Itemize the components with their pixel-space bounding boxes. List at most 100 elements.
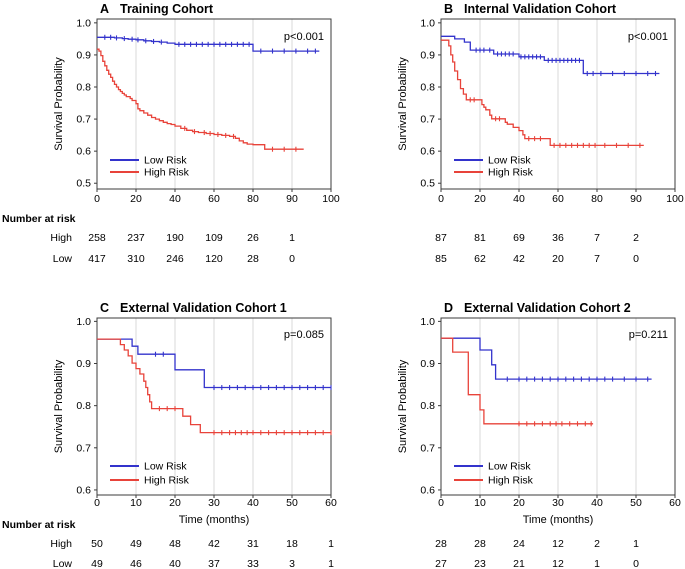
risk-count: 1 bbox=[594, 558, 600, 569]
km-curve-low-risk bbox=[97, 338, 331, 389]
risk-count: 27 bbox=[435, 558, 447, 569]
risk-count: 2 bbox=[594, 538, 600, 550]
x-tick-label: 20 bbox=[130, 193, 142, 205]
x-tick-label: 40 bbox=[591, 497, 603, 509]
km-curve-high-risk bbox=[441, 337, 594, 425]
legend-label-high_risk: High Risk bbox=[144, 167, 190, 179]
x-tick-label: 60 bbox=[208, 193, 220, 205]
risk-count: 18 bbox=[286, 538, 298, 550]
x-tick-label: 50 bbox=[630, 497, 642, 509]
number-at-risk-header: Number at risk bbox=[2, 213, 76, 225]
y-tick-label: 0.7 bbox=[420, 114, 435, 126]
risk-count: 49 bbox=[91, 558, 103, 569]
x-tick-label: 10 bbox=[474, 497, 486, 509]
risk-count: 3 bbox=[289, 558, 295, 569]
km-curve-high-risk bbox=[97, 338, 331, 434]
x-tick-label: 40 bbox=[247, 497, 259, 509]
risk-count: 417 bbox=[88, 253, 106, 265]
risk-count: 49 bbox=[130, 538, 142, 550]
panel-title: External Validation Cohort 1 bbox=[120, 301, 287, 315]
x-tick-label: 100 bbox=[322, 193, 340, 205]
risk-count: 237 bbox=[127, 232, 145, 244]
x-tick-label: 30 bbox=[208, 497, 220, 509]
p-value: p=0.085 bbox=[284, 329, 324, 341]
risk-count: 21 bbox=[513, 558, 525, 569]
x-tick-label: 40 bbox=[513, 193, 525, 205]
risk-count: 81 bbox=[474, 232, 486, 244]
risk-count: 7 bbox=[594, 232, 600, 244]
risk-count: 46 bbox=[130, 558, 142, 569]
y-tick-label: 0.6 bbox=[76, 146, 91, 158]
x-tick-label: 80 bbox=[247, 193, 259, 205]
y-tick-label: 0.9 bbox=[76, 358, 91, 370]
x-tick-label: 90 bbox=[286, 193, 298, 205]
x-tick-label: 60 bbox=[552, 193, 564, 205]
risk-row-label-high: High bbox=[50, 232, 72, 244]
risk-count: 62 bbox=[474, 253, 486, 265]
y-axis-title: Survival Probability bbox=[397, 359, 409, 453]
y-tick-label: 0.8 bbox=[76, 400, 91, 412]
km-curve-low-risk bbox=[441, 35, 660, 75]
y-tick-label: 1.0 bbox=[76, 316, 91, 328]
km-curve-low-risk bbox=[97, 36, 320, 52]
x-tick-label: 0 bbox=[94, 193, 100, 205]
x-tick-label: 60 bbox=[669, 497, 681, 509]
risk-count: 190 bbox=[166, 232, 184, 244]
y-tick-label: 1.0 bbox=[420, 17, 435, 29]
risk-count: 258 bbox=[88, 232, 106, 244]
x-tick-label: 50 bbox=[286, 497, 298, 509]
y-tick-label: 0.5 bbox=[420, 178, 435, 190]
panel-letter: D bbox=[444, 301, 453, 315]
p-value: p<0.001 bbox=[628, 31, 668, 43]
risk-count: 0 bbox=[633, 558, 639, 569]
risk-count: 85 bbox=[435, 253, 447, 265]
x-axis-title: Time (months) bbox=[523, 514, 594, 526]
panel-letter: B bbox=[444, 2, 453, 16]
risk-count: 26 bbox=[247, 232, 259, 244]
risk-count: 42 bbox=[208, 538, 220, 550]
km-curve-low-risk bbox=[441, 337, 652, 380]
risk-count: 87 bbox=[435, 232, 447, 244]
risk-count: 1 bbox=[289, 232, 295, 244]
y-tick-label: 0.7 bbox=[420, 442, 435, 454]
km-curve-high-risk bbox=[441, 39, 644, 147]
risk-count: 109 bbox=[205, 232, 223, 244]
y-axis-title: Survival Probability bbox=[53, 57, 65, 151]
x-tick-label: 10 bbox=[130, 497, 142, 509]
x-tick-label: 100 bbox=[666, 193, 684, 205]
panel-A: 1.00.90.80.70.60.50 20 40 60 80 90 100Survival… bbox=[2, 2, 340, 265]
risk-count: 0 bbox=[633, 253, 639, 265]
risk-count: 40 bbox=[169, 558, 181, 569]
risk-count: 36 bbox=[552, 232, 564, 244]
y-tick-label: 0.6 bbox=[420, 146, 435, 158]
risk-count: 50 bbox=[91, 538, 103, 550]
y-tick-label: 1.0 bbox=[420, 316, 435, 328]
p-value: p=0.211 bbox=[629, 329, 668, 341]
legend-label-low_risk: Low Risk bbox=[144, 461, 187, 473]
risk-count: 37 bbox=[208, 558, 220, 569]
risk-count: 28 bbox=[474, 538, 486, 550]
x-tick-label: 20 bbox=[474, 193, 486, 205]
risk-count: 1 bbox=[633, 538, 639, 550]
panel-letter: C bbox=[100, 301, 109, 315]
panel-B: 1.00.90.80.70.60.50 20 40 60 80 90 100Survival… bbox=[397, 2, 684, 265]
panel-title: External Validation Cohort 2 bbox=[464, 301, 631, 315]
x-tick-label: 0 bbox=[438, 193, 444, 205]
y-tick-label: 0.8 bbox=[420, 82, 435, 94]
risk-count: 310 bbox=[127, 253, 145, 265]
risk-count: 246 bbox=[166, 253, 184, 265]
risk-count: 12 bbox=[552, 558, 564, 569]
risk-count: 24 bbox=[513, 538, 525, 550]
x-tick-label: 20 bbox=[513, 497, 525, 509]
y-tick-label: 0.9 bbox=[420, 358, 435, 370]
y-tick-label: 0.7 bbox=[76, 114, 91, 126]
number-at-risk-header: Number at risk bbox=[2, 519, 76, 531]
y-tick-label: 0.5 bbox=[76, 178, 91, 190]
legend-label-high_risk: High Risk bbox=[488, 475, 534, 487]
risk-count: 23 bbox=[474, 558, 486, 569]
panel-letter: A bbox=[100, 2, 109, 16]
risk-row-label-low: Low bbox=[53, 558, 73, 569]
risk-count: 12 bbox=[552, 538, 564, 550]
